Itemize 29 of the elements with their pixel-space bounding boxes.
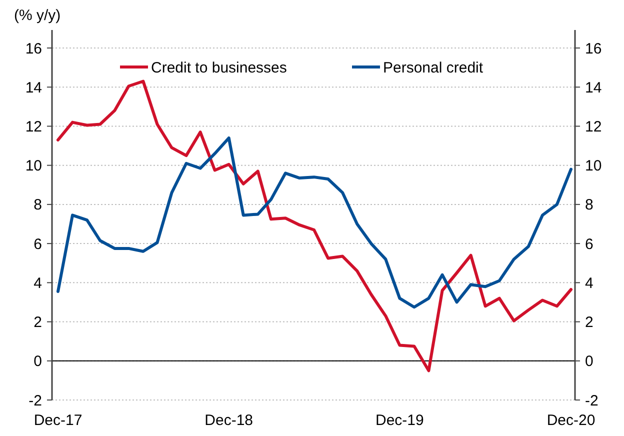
y-tick-label: 2 bbox=[34, 314, 42, 332]
y2-tick-label: 6 bbox=[585, 236, 594, 253]
y2-tick-label: 16 bbox=[585, 40, 602, 58]
y-tick-label: 6 bbox=[34, 236, 42, 253]
y2-tick-label: 2 bbox=[585, 314, 594, 332]
y2-tick-label: 10 bbox=[585, 158, 602, 175]
y-tick-label: -2 bbox=[28, 392, 42, 410]
y-axis-title: (% y/y) bbox=[14, 7, 61, 24]
line-series bbox=[56, 136, 572, 309]
legend-label: Credit to businesses bbox=[151, 59, 287, 76]
y2-tick-label: 0 bbox=[585, 353, 594, 370]
line-series bbox=[56, 80, 572, 372]
y2-tick-label: 8 bbox=[585, 196, 594, 214]
x-tick-label: Dec-17 bbox=[34, 412, 82, 429]
x-tick-label: Dec-20 bbox=[546, 412, 596, 429]
legend-label: Personal credit bbox=[383, 59, 484, 76]
y-tick-label: 14 bbox=[25, 79, 42, 96]
y-tick-label: 4 bbox=[34, 274, 42, 292]
x-tick-label: Dec-19 bbox=[376, 412, 424, 429]
y-tick-label: 12 bbox=[25, 118, 42, 136]
y2-tick-label: 4 bbox=[585, 274, 594, 292]
y-tick-label: 8 bbox=[34, 196, 42, 214]
x-tick-label: Dec-18 bbox=[204, 412, 254, 429]
y2-tick-label: -2 bbox=[585, 392, 598, 410]
y2-tick-label: 14 bbox=[585, 79, 602, 96]
y-tick-label: 0 bbox=[34, 353, 42, 370]
y-tick-label: 10 bbox=[25, 158, 42, 175]
y2-tick-label: 12 bbox=[585, 118, 602, 136]
y-tick-label: 16 bbox=[25, 40, 42, 58]
